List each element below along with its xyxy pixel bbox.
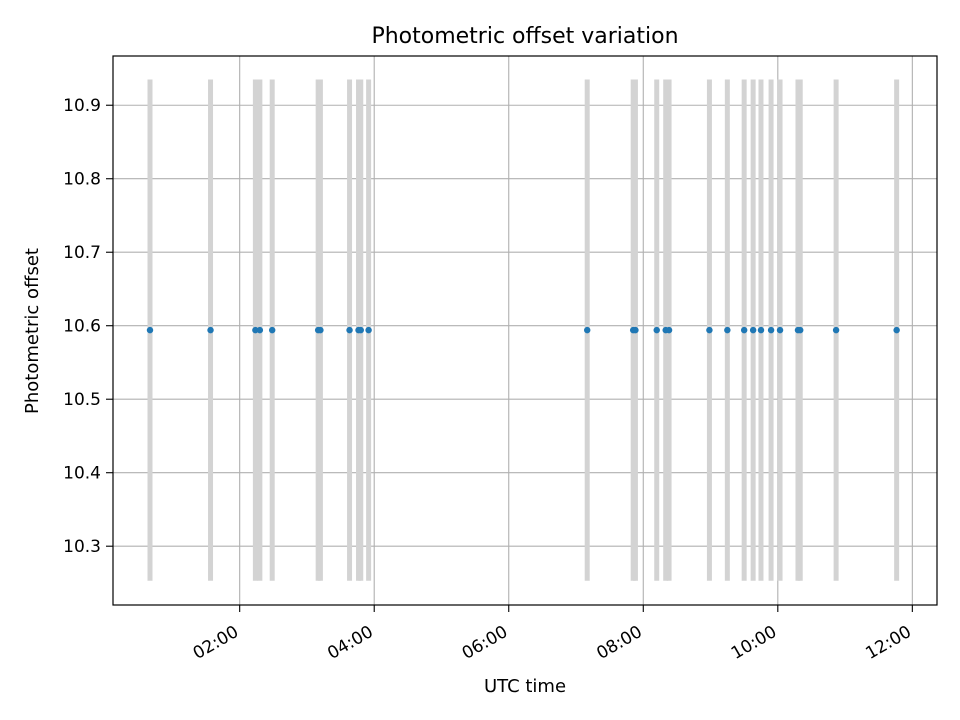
data-point — [653, 326, 660, 334]
data-point — [207, 326, 214, 334]
data-point — [776, 326, 784, 334]
data-point — [346, 326, 353, 334]
data-point — [767, 326, 775, 334]
data-point — [724, 326, 731, 334]
data-point — [584, 326, 591, 334]
data-point — [317, 326, 324, 334]
y-tick-label: 10.3 — [63, 537, 101, 557]
data-point — [665, 326, 673, 334]
data-point — [252, 326, 259, 334]
data-point — [749, 326, 757, 334]
data-point — [706, 326, 713, 334]
y-tick-label: 10.7 — [63, 243, 101, 263]
data-point — [268, 326, 276, 334]
plot-frame — [112, 55, 938, 606]
y-tick-label: 10.5 — [63, 390, 101, 410]
data-point — [893, 326, 900, 334]
data-point — [357, 326, 364, 334]
data-point — [740, 326, 748, 334]
y-tick-label: 10.9 — [63, 96, 101, 116]
data-point — [146, 326, 154, 334]
data-point — [757, 326, 765, 334]
y-tick-label: 10.8 — [63, 170, 101, 190]
y-tick-label: 10.4 — [63, 464, 101, 484]
x-axis-label: UTC time — [484, 676, 566, 697]
y-tick-label: 10.6 — [63, 317, 101, 337]
data-point — [832, 326, 840, 334]
data-point — [632, 326, 639, 334]
chart-title: Photometric offset variation — [371, 24, 678, 49]
data-point — [797, 326, 804, 334]
y-axis-label: Photometric offset — [22, 248, 43, 414]
point-layer — [146, 326, 900, 334]
data-point — [365, 326, 372, 334]
data-point — [256, 326, 264, 334]
